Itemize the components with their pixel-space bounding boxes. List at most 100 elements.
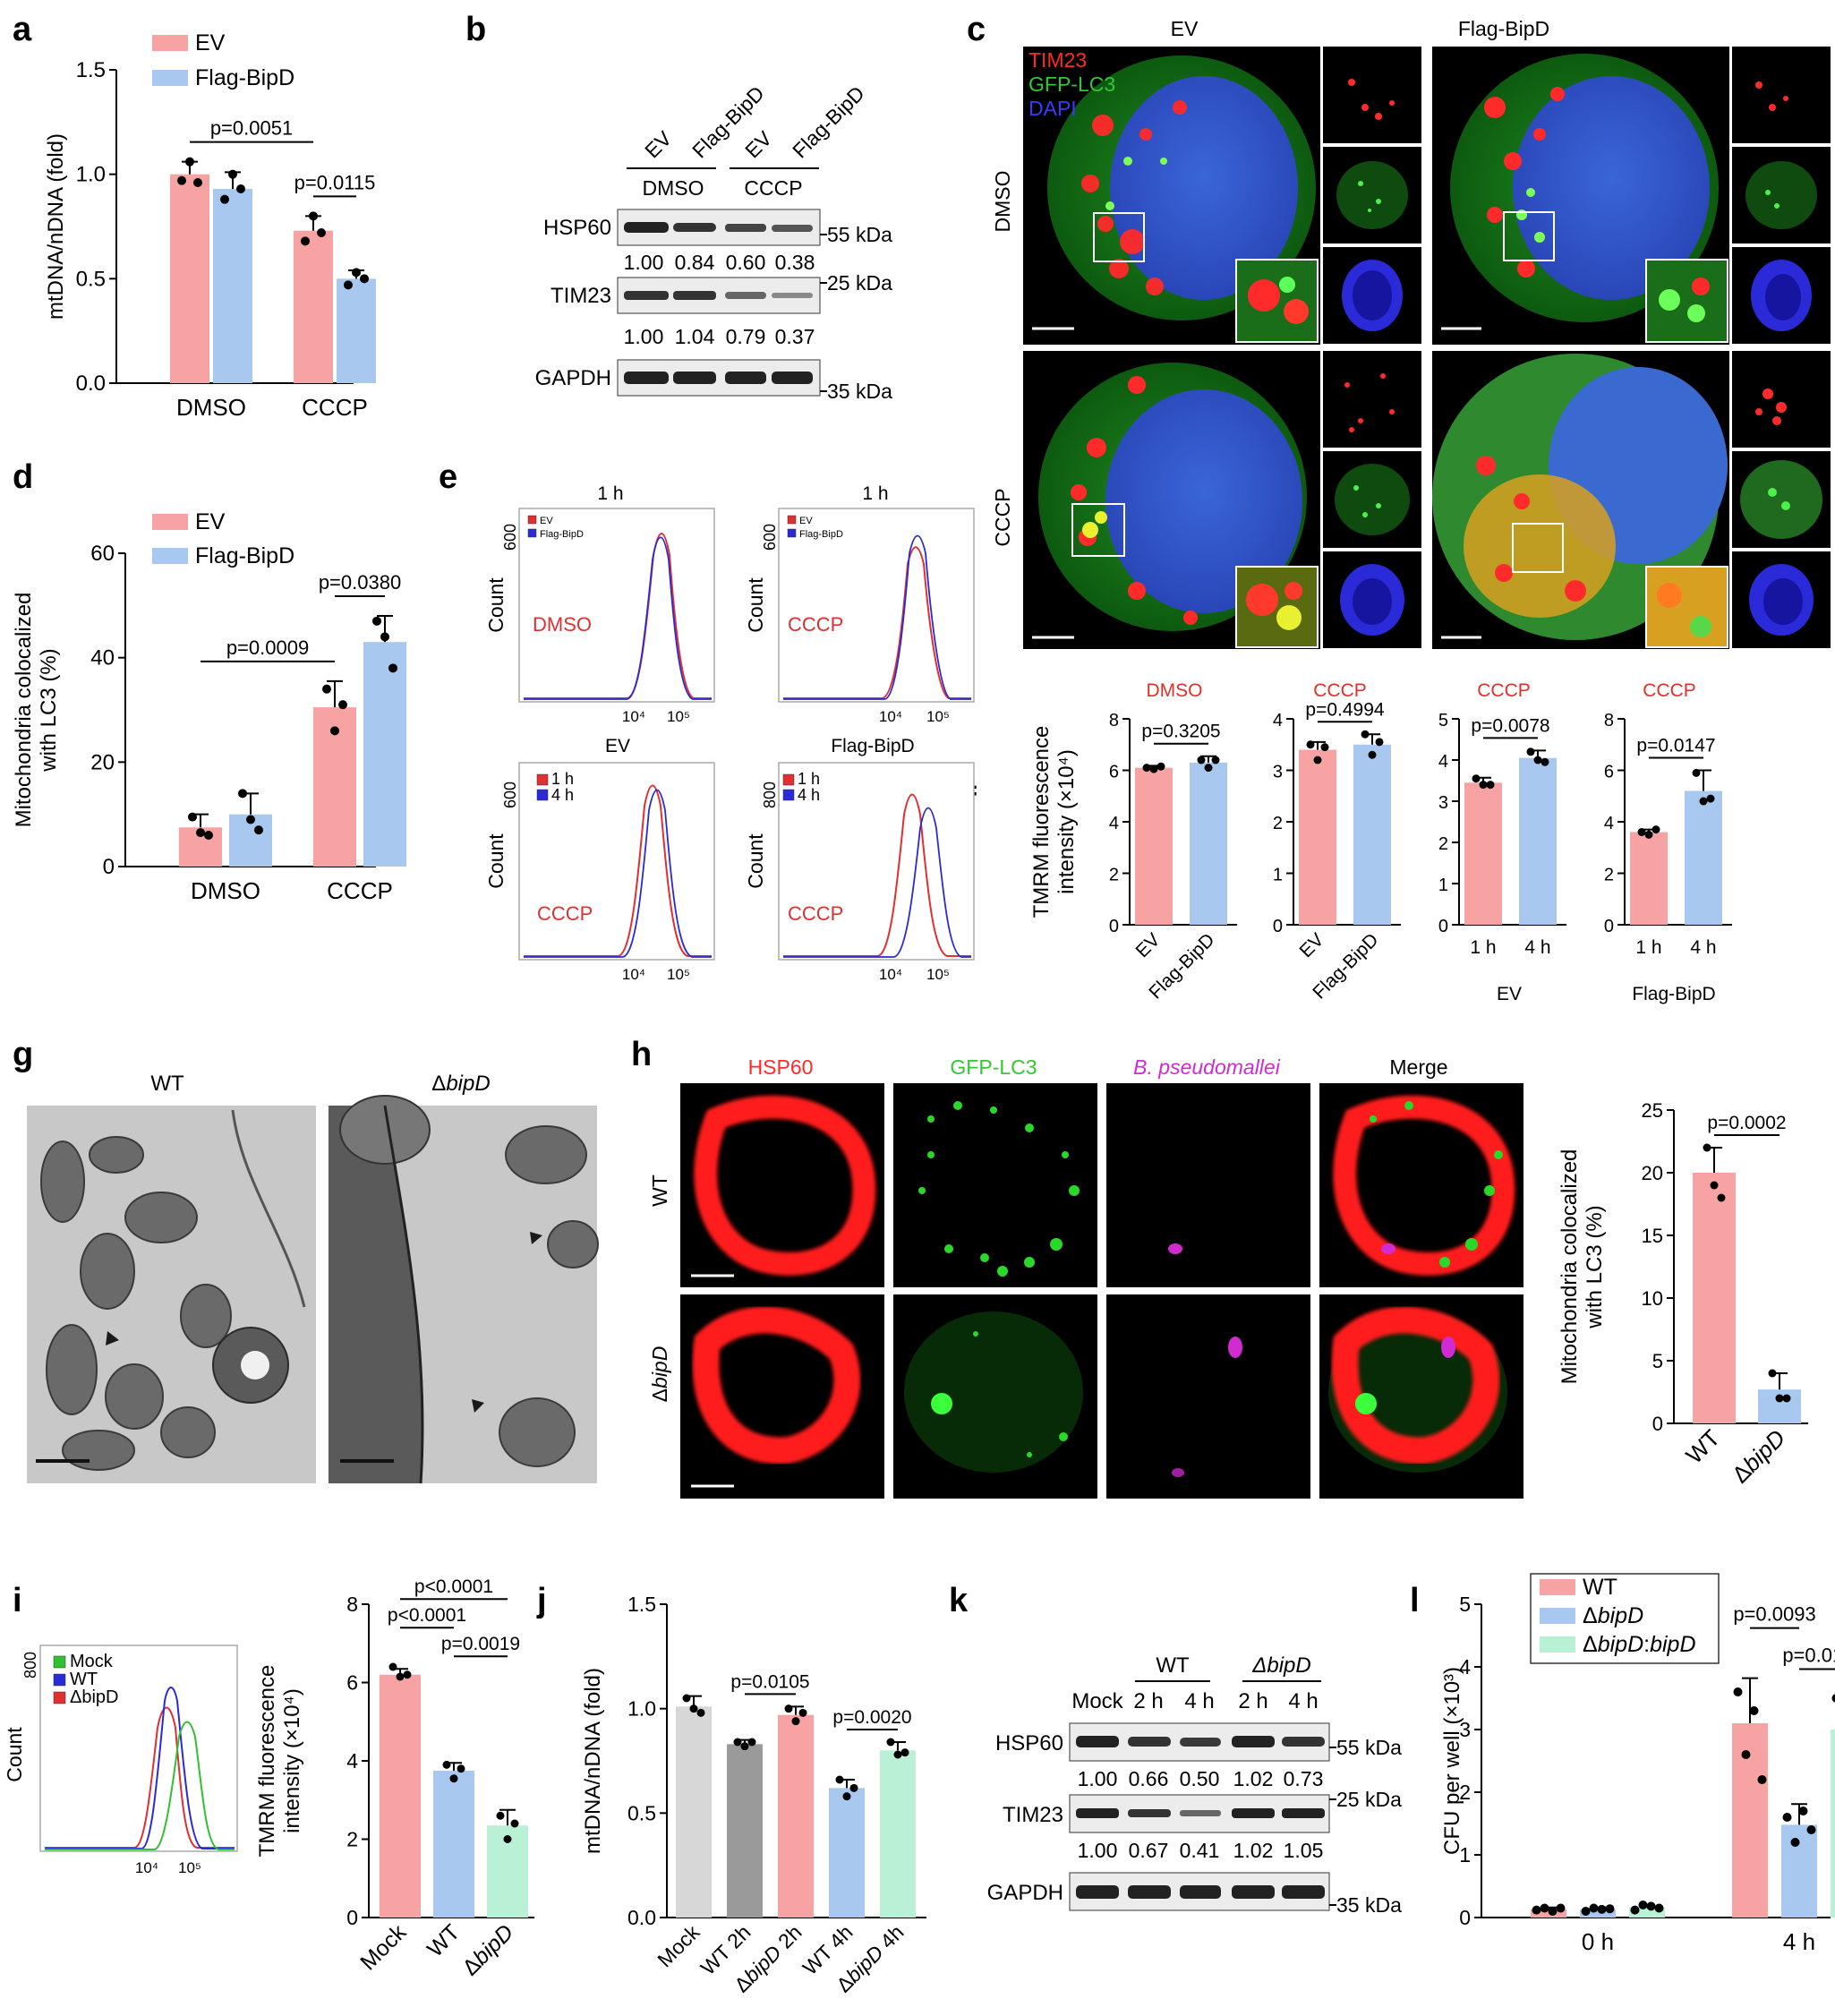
data-point (886, 1738, 895, 1747)
data-point (1472, 774, 1481, 783)
data-point (1637, 828, 1646, 836)
data-point (322, 684, 331, 694)
bar (213, 189, 252, 383)
data-point (188, 812, 197, 822)
y-tick-label: 5 (1459, 1593, 1471, 1616)
data-point (1556, 1903, 1566, 1913)
y-tick-label: 15 (1642, 1225, 1663, 1247)
y-axis-label: with LC3 (%) (37, 648, 61, 772)
blot-k-marker-55: 55 kDa (1336, 1736, 1402, 1759)
flow-e-legend-1h-4: 1 h (798, 770, 820, 788)
p-value-label: p=0.0078 (1471, 715, 1549, 736)
data-point (1699, 797, 1708, 806)
data-point (1486, 781, 1495, 790)
bar (1685, 790, 1722, 925)
data-point (1692, 768, 1701, 777)
chart-d: 0 20 40 60 Mitochondria colocalized with LC3 … (12, 509, 406, 904)
blot-b-marker-25: 25 kDa (827, 271, 892, 295)
blot-k-lane-mock: Mock (1071, 1689, 1123, 1713)
data-point (1806, 1825, 1816, 1834)
bar (1732, 1723, 1768, 1918)
micro-h-ch-merge: Merge (1389, 1055, 1447, 1079)
data-point (1197, 756, 1206, 765)
legend-label: EV (195, 30, 226, 56)
data-point (185, 157, 194, 167)
y-tick-label: 2 (346, 1828, 358, 1851)
bar (337, 278, 376, 383)
data-point (1548, 1907, 1558, 1916)
x-tick-label: WT (1680, 1424, 1725, 1469)
panel-letter-a: a (13, 11, 32, 48)
legend-swatch (152, 514, 188, 530)
y-tick-label: 1.0 (627, 1697, 656, 1721)
f4-xlabel: Flag-BipD (1632, 984, 1715, 1004)
y-tick-label: 8 (1604, 711, 1614, 730)
y-tick-label: 0.0 (76, 372, 106, 396)
flow-e-ytick-2: 600 (761, 524, 779, 551)
f3-title: CCCP (1477, 680, 1531, 701)
blot-b-q-tim23-1: 1.00 (624, 325, 664, 348)
y-tick-label: 5 (1438, 711, 1448, 730)
bar (1781, 1824, 1817, 1918)
micro-c-legend-dapi: DAPI (1028, 97, 1077, 120)
blot-b-protein-gapdh: GAPDH (535, 366, 611, 390)
blot-k-lane-d2: 2 h (1238, 1689, 1267, 1713)
panel-letter-g: g (13, 1036, 33, 1073)
flow-e-ylabel-1: Count (484, 577, 508, 633)
data-point (1211, 756, 1220, 765)
data-point (900, 1748, 909, 1757)
blot-k-lane-wt2: 2 h (1133, 1689, 1163, 1713)
y-tick-label: 2 (1109, 866, 1119, 885)
data-point (1156, 762, 1165, 771)
bar (1629, 1907, 1665, 1918)
data-point (1375, 738, 1384, 747)
legend-label: Flag-BipD (195, 65, 294, 90)
f3-xlabel: EV (1497, 984, 1522, 1004)
chart-a: 0.0 0.5 1.0 1.5 mtDNA/nDNA (fold) DMSO CCCP EV F… (44, 30, 376, 421)
bar (433, 1770, 474, 1918)
micro-c-legend-lc3: GFP-LC3 (1028, 73, 1115, 96)
data-point (220, 194, 229, 204)
p-value-label: p=0.0020 (832, 1707, 911, 1728)
blot-k-lane-wt4: 4 h (1184, 1689, 1214, 1713)
data-point (396, 1672, 405, 1681)
y-tick-label: 4 (1438, 752, 1448, 772)
data-point (1654, 1903, 1664, 1913)
data-point (196, 828, 205, 838)
flow-e-ytick-1: 600 (501, 524, 519, 551)
flow-e-treat-3: CCCP (537, 902, 593, 925)
data-point (849, 1783, 858, 1792)
data-point (496, 1811, 505, 1820)
y-axis-label: intensity (×10⁴) (1054, 749, 1079, 894)
flow-e-ytick-4: 800 (761, 782, 779, 808)
y-tick-label: 0.5 (76, 267, 106, 291)
flow-e-xtick-4b: 10⁵ (926, 966, 950, 983)
blot-k-protein-gapdh: GAPDH (987, 1881, 1063, 1905)
bar (778, 1714, 814, 1918)
data-point (193, 178, 202, 187)
data-point (1652, 825, 1660, 834)
data-point (236, 184, 245, 193)
legend-label: ΔbipD (1583, 1603, 1643, 1628)
bar (363, 642, 406, 867)
bar (727, 1744, 763, 1918)
y-tick-label: 10 (1642, 1287, 1663, 1310)
chart-f1: 0 2 4 6 8 TMRM fluorescence intensity (×10⁴) EV… (1029, 711, 1237, 1004)
blot-b-q-hsp60-1: 1.00 (624, 251, 664, 274)
flow-e-ylabel-2: Count (744, 577, 767, 633)
y-tick-label: 4 (1109, 814, 1119, 833)
data-point (338, 700, 347, 710)
y-tick-label: 0 (1273, 917, 1283, 936)
chart-f4: 0 2 4 6 8 1 h 4 h p=0.0147 (1604, 711, 1732, 958)
y-axis-label: intensity (×10⁴) (280, 1688, 304, 1833)
flow-i-legend-wt: WT (70, 1670, 98, 1689)
bar (880, 1750, 916, 1918)
chart-f3: 0 1 2 3 4 5 1 h 4 h p=0.0078 (1438, 711, 1566, 958)
data-point (740, 1742, 749, 1751)
blot-b-lane-1: EV (640, 126, 677, 163)
data-point (503, 1835, 512, 1843)
x-tick-label: Mock (355, 1919, 411, 1975)
legend-label: EV (195, 509, 226, 534)
data-point (442, 1760, 451, 1769)
p-value-label: p=0.0009 (226, 636, 309, 659)
